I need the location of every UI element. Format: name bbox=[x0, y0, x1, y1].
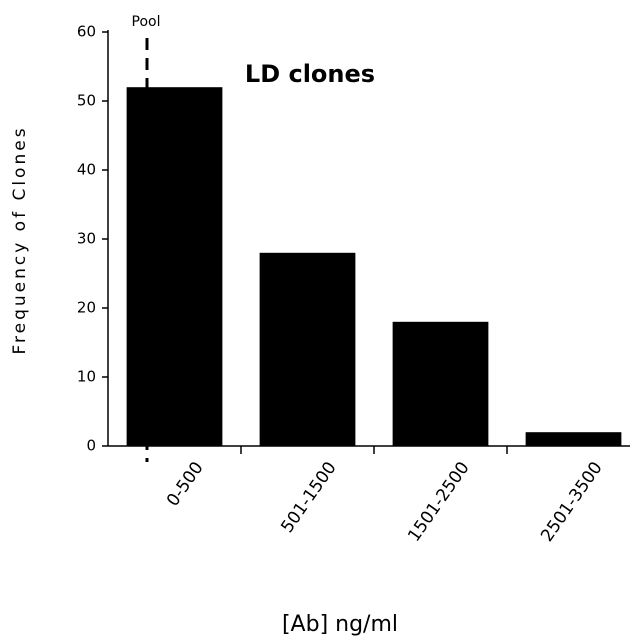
bar bbox=[126, 87, 223, 446]
x-tick-label: 1501-2500 bbox=[404, 458, 474, 545]
x-axis-label: [Ab] ng/ml bbox=[282, 612, 398, 637]
y-tick-label: 30 bbox=[77, 230, 96, 248]
y-tick-label: 20 bbox=[77, 299, 96, 317]
y-tick-label: 50 bbox=[77, 92, 96, 110]
annotation: Pool bbox=[132, 14, 161, 30]
y-tick-label: 40 bbox=[77, 161, 96, 179]
y-axis-label: Frequency of Clones bbox=[10, 125, 30, 354]
y-tick-label: 10 bbox=[77, 368, 96, 386]
bar bbox=[392, 321, 489, 446]
x-tick-label: 2501-3500 bbox=[537, 458, 607, 545]
x-tick-label: 501-1500 bbox=[277, 458, 340, 537]
bar bbox=[259, 252, 356, 446]
chart-title: LD clones bbox=[245, 60, 375, 88]
y-tick-label: 0 bbox=[86, 437, 96, 455]
y-tick-label: 60 bbox=[77, 23, 96, 41]
x-tick-label: 0-500 bbox=[163, 458, 208, 510]
bar bbox=[525, 432, 622, 446]
